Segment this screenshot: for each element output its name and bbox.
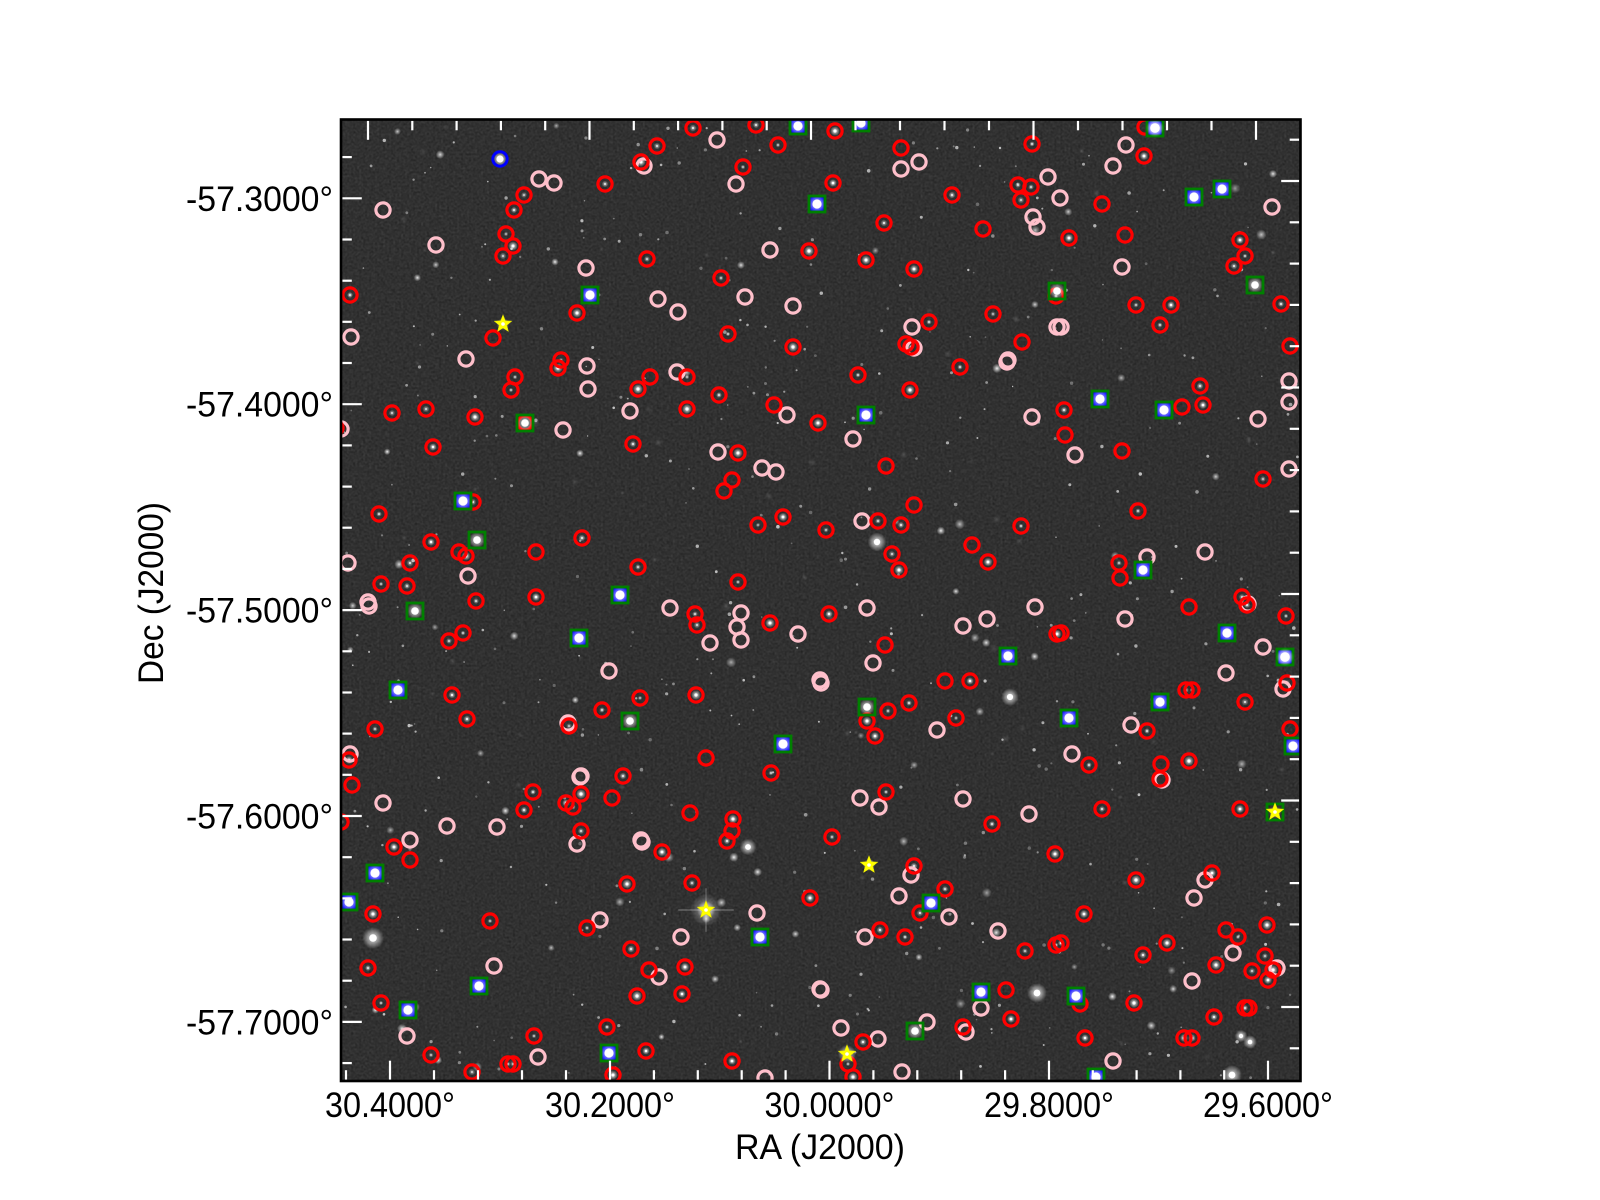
svg-text:-57.3000°: -57.3000° [186,180,333,219]
svg-text:30.4000°: 30.4000° [325,1086,455,1125]
svg-text:30.2000°: 30.2000° [545,1086,675,1125]
svg-text:-57.5000°: -57.5000° [186,592,333,631]
svg-text:-57.6000°: -57.6000° [186,798,333,837]
svg-text:-57.4000°: -57.4000° [186,386,333,425]
svg-text:29.6000°: 29.6000° [1203,1086,1333,1125]
svg-text:Dec (J2000): Dec (J2000) [132,502,171,684]
svg-text:RA (J2000): RA (J2000) [735,1128,905,1167]
svg-text:-57.7000°: -57.7000° [186,1003,333,1042]
svg-text:30.0000°: 30.0000° [765,1086,895,1125]
svg-text:29.8000°: 29.8000° [984,1086,1114,1125]
